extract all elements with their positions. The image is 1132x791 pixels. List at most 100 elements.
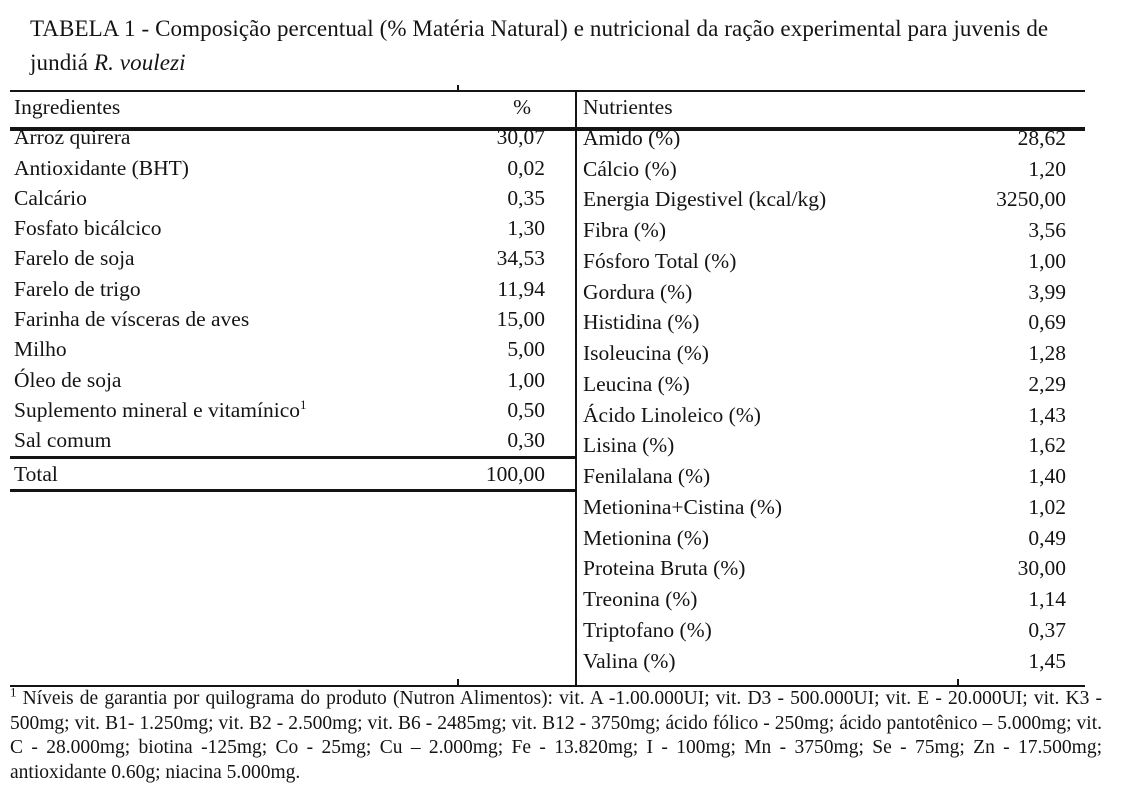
footnote: 1 Níveis de garantia por quilograma do p… xyxy=(10,684,1102,785)
ingredient-row-label: Óleo de soja xyxy=(14,367,122,392)
ingredient-row: Suplemento mineral e vitamínico1 0,50 xyxy=(10,395,575,425)
nutrient-row-label: Gordura (%) xyxy=(583,279,693,304)
ingredient-row-value: 1,00 xyxy=(507,367,545,392)
nutrient-row-label: Amido (%) xyxy=(583,125,681,150)
ingredient-row-label: Farelo de trigo xyxy=(14,276,141,301)
rule-below-total xyxy=(10,488,575,492)
ingredient-row-label: Suplemento mineral e vitamínico1 xyxy=(14,396,307,422)
header-rule xyxy=(10,127,1085,131)
ingredient-row-label: Sal comum xyxy=(14,428,112,453)
nutrient-row-value: 0,37 xyxy=(1028,618,1066,643)
nutrient-row-value: 1,28 xyxy=(1028,341,1066,366)
nutrient-row: Metionina (%) 0,49 xyxy=(577,523,1085,554)
nutrient-row: Histidina (%) 0,69 xyxy=(577,307,1085,338)
ingredient-row: Sal comum 0,30 xyxy=(10,425,575,455)
nutrient-row: Metionina+Cistina (%) 1,02 xyxy=(577,492,1085,523)
ingredient-row-value: 5,00 xyxy=(507,337,545,362)
ingredient-row: Calcário 0,35 xyxy=(10,183,575,213)
nutrient-row: Lisina (%) 1,62 xyxy=(577,430,1085,461)
ingredient-row-value: 11,94 xyxy=(497,276,545,301)
nutrient-row-value: 30,00 xyxy=(1017,556,1066,581)
nutrient-row-value: 2,29 xyxy=(1028,371,1066,396)
nutrient-row: Gordura (%) 3,99 xyxy=(577,277,1085,308)
nutrient-row: Cálcio (%) 1,20 xyxy=(577,154,1085,185)
nutrient-row-value: 1,00 xyxy=(1028,248,1066,273)
nutrient-row: Treonina (%) 1,14 xyxy=(577,584,1085,615)
total-label: Total xyxy=(14,461,58,486)
nutrient-row-label: Metionina+Cistina (%) xyxy=(583,494,783,519)
nutrient-row-value: 0,49 xyxy=(1028,525,1066,550)
ingredient-row-value: 0,02 xyxy=(507,155,545,180)
ingredient-row-footnote-marker: 1 xyxy=(300,396,307,412)
ingredients-header-label: Ingredientes xyxy=(14,95,121,119)
ingredient-row-label: Farinha de vísceras de aves xyxy=(14,307,250,332)
nutrient-row-label: Metionina (%) xyxy=(583,525,709,550)
percent-header-label: % xyxy=(513,95,531,119)
nutrient-row-label: Cálcio (%) xyxy=(583,156,677,181)
ingredients-panel: Ingredientes % Arroz quirera 30,07 Antioxi… xyxy=(10,92,575,685)
ingredient-row: Antioxidante (BHT) 0,02 xyxy=(10,153,575,183)
nutrient-row-label: Energia Digestivel (kcal/kg) xyxy=(583,187,827,212)
ingredient-row-value: 30,07 xyxy=(496,125,545,150)
nutrient-row-label: Leucina (%) xyxy=(583,371,690,396)
nutrient-row-value: 1,14 xyxy=(1028,587,1066,612)
nutrient-row: Fósforo Total (%) 1,00 xyxy=(577,246,1085,277)
nutrients-header-row: Nutrientes xyxy=(577,92,1085,123)
column-boundary-tick-bottom-left xyxy=(457,679,459,685)
footnote-marker: 1 xyxy=(10,684,17,700)
column-boundary-tick-top xyxy=(457,85,459,90)
nutrient-row-label: Fósforo Total (%) xyxy=(583,248,737,273)
nutrient-row-value: 1,45 xyxy=(1028,648,1066,673)
nutrient-row-label: Ácido Linoleico (%) xyxy=(583,402,761,427)
nutrients-rows: Amido (%) 28,62 Cálcio (%) 1,20 Energia Dige… xyxy=(577,123,1085,677)
ingredient-row-label: Antioxidante (BHT) xyxy=(14,155,189,180)
ingredient-row-label: Fosfato bicálcico xyxy=(14,216,162,241)
rule-above-total xyxy=(10,455,575,459)
nutrients-panel: Nutrientes Amido (%) 28,62 Cálcio (%) 1,20 E… xyxy=(575,92,1085,685)
nutrient-row: Amido (%) 28,62 xyxy=(577,123,1085,154)
nutrient-row-value: 28,62 xyxy=(1017,125,1066,150)
nutrient-row-value: 0,69 xyxy=(1028,310,1066,335)
nutrient-row-label: Proteina Bruta (%) xyxy=(583,556,746,581)
nutrient-row-value: 3,99 xyxy=(1028,279,1066,304)
ingredient-row: Fosfato bicálcico 1,30 xyxy=(10,213,575,243)
ingredient-row: Farinha de vísceras de aves 15,00 xyxy=(10,304,575,334)
ingredient-row-value: 0,35 xyxy=(507,185,545,210)
nutrient-row: Energia Digestivel (kcal/kg) 3250,00 xyxy=(577,184,1085,215)
nutrient-row-value: 1,20 xyxy=(1028,156,1066,181)
ingredient-row-value: 1,30 xyxy=(507,216,545,241)
nutrient-row-label: Fibra (%) xyxy=(583,218,666,243)
ingredient-row-label: Milho xyxy=(14,337,67,362)
ingredient-row-value: 0,30 xyxy=(507,428,545,453)
nutrient-row-value: 1,62 xyxy=(1028,433,1066,458)
ingredient-row-value: 34,53 xyxy=(496,246,545,271)
ingredient-row-value: 0,50 xyxy=(507,397,545,422)
footnote-text: Níveis de garantia por quilograma do pro… xyxy=(10,688,1102,783)
ingredient-row: Farelo de trigo 11,94 xyxy=(10,274,575,304)
nutrient-row: Isoleucina (%) 1,28 xyxy=(577,338,1085,369)
ingredient-row: Milho 5,00 xyxy=(10,334,575,364)
nutrient-row-label: Histidina (%) xyxy=(583,310,700,335)
ingredients-header-row: Ingredientes % xyxy=(10,92,575,122)
nutrient-row: Triptofano (%) 0,37 xyxy=(577,615,1085,646)
column-boundary-tick-bottom-right xyxy=(957,679,959,685)
nutrient-row: Ácido Linoleico (%) 1,43 xyxy=(577,400,1085,431)
table-caption-text: TABELA 1 - Composição percentual (% Maté… xyxy=(30,16,1049,75)
total-row: Total 100,00 xyxy=(10,459,575,489)
nutrient-row: Fenilalana (%) 1,40 xyxy=(577,461,1085,492)
ingredients-rows: Arroz quirera 30,07 Antioxidante (BHT) 0,02… xyxy=(10,122,575,455)
nutrient-row-label: Lisina (%) xyxy=(583,433,675,458)
nutrient-row-value: 3,56 xyxy=(1028,218,1066,243)
ingredient-row: Farelo de soja 34,53 xyxy=(10,243,575,273)
table-caption: TABELA 1 - Composição percentual (% Maté… xyxy=(30,12,1108,80)
nutrient-row: Valina (%) 1,45 xyxy=(577,646,1085,677)
nutrient-row-label: Valina (%) xyxy=(583,648,676,673)
composition-table: Ingredientes % Arroz quirera 30,07 Antioxi… xyxy=(10,85,1085,687)
species-name-italic: R. voulezi xyxy=(93,50,186,75)
nutrient-row-value: 1,43 xyxy=(1028,402,1066,427)
ingredient-row: Óleo de soja 1,00 xyxy=(10,365,575,395)
total-value: 100,00 xyxy=(485,461,545,486)
ingredient-row: Arroz quirera 30,07 xyxy=(10,122,575,152)
ingredient-row-label: Arroz quirera xyxy=(14,125,131,150)
